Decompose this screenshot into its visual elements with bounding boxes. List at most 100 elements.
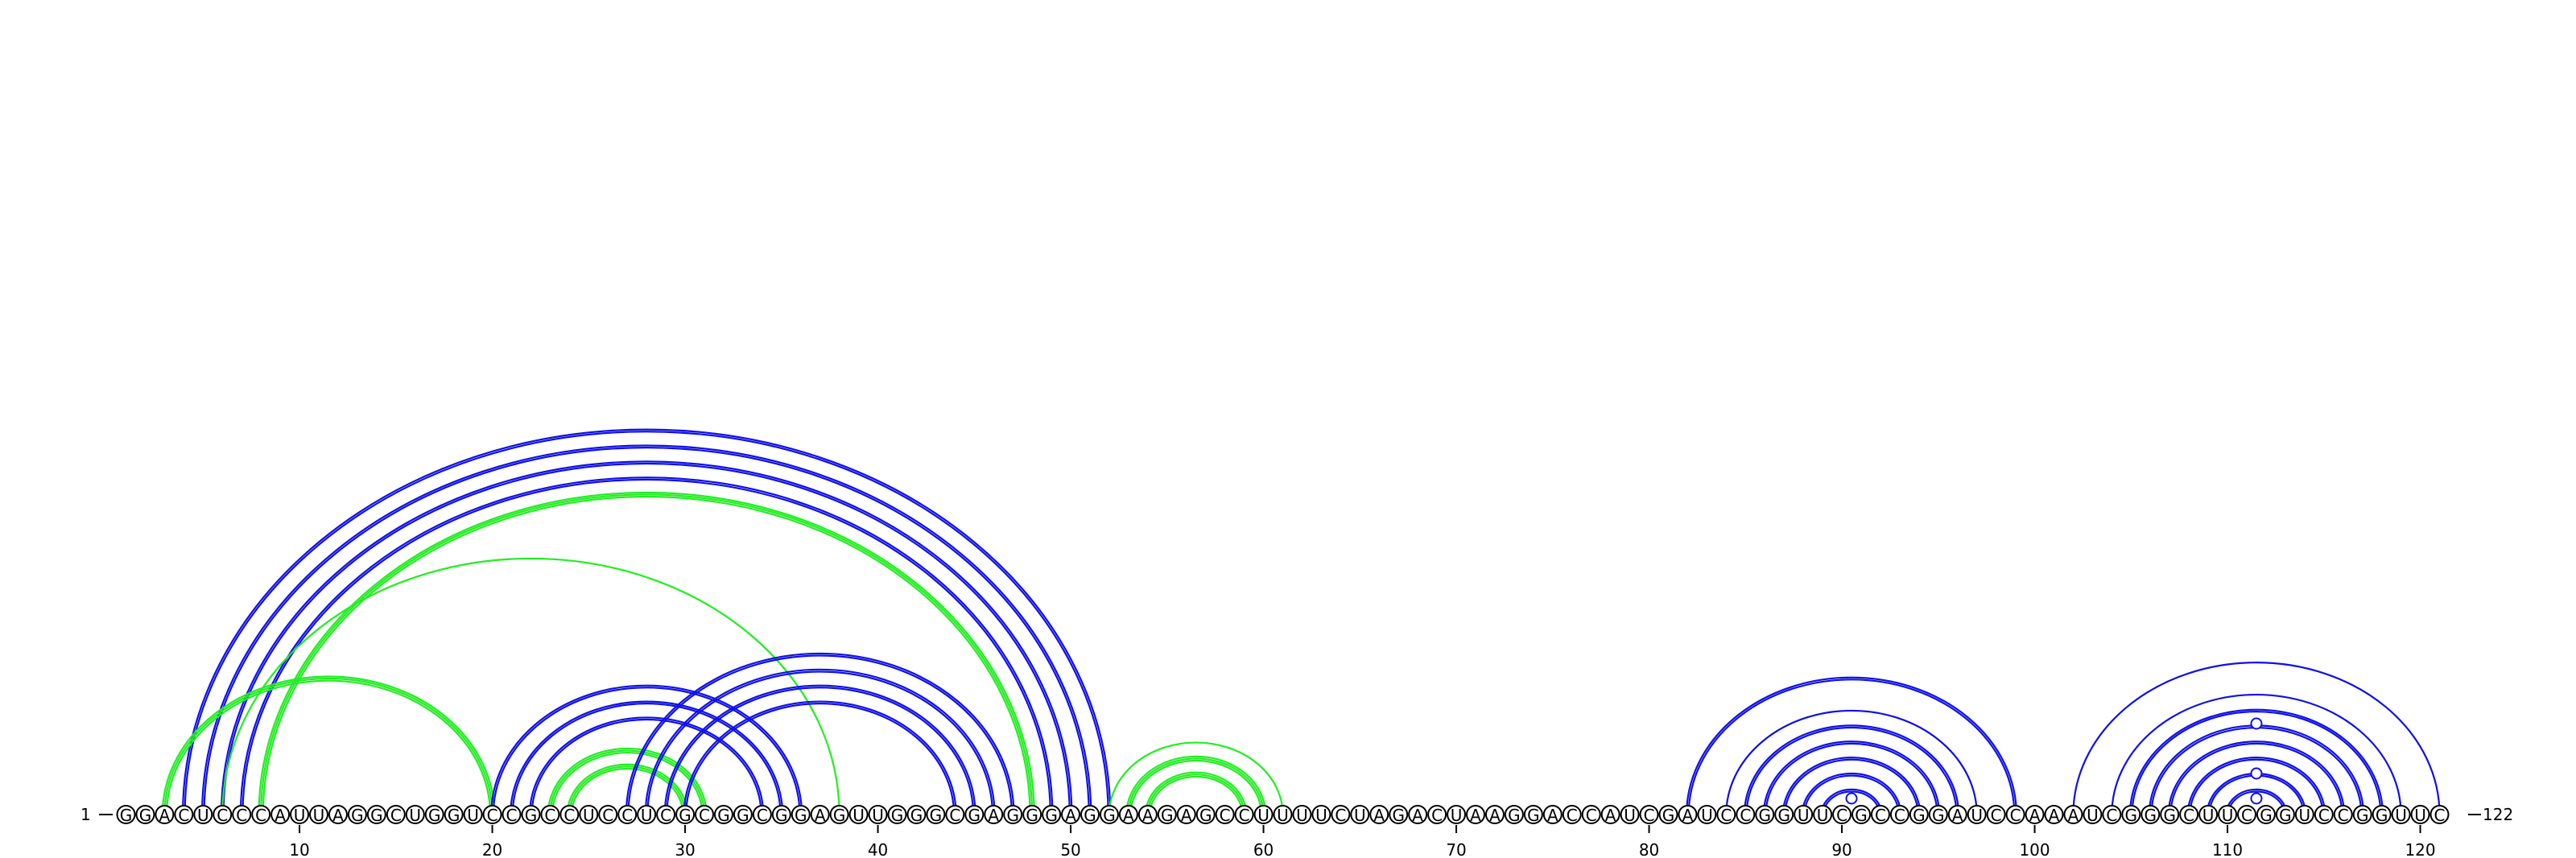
nucleotide-letter: C <box>1875 806 1886 825</box>
nucleotide-letter: U <box>2202 806 2215 825</box>
nucleotide-circle <box>1157 805 1177 824</box>
nucleotide-circle <box>617 805 638 824</box>
nucleotide: G <box>1909 805 1929 825</box>
nucleotide: C <box>1832 805 1852 825</box>
nucleotide: A <box>1137 805 1158 825</box>
nucleotide-circle <box>1427 805 1447 824</box>
nucleotide-circle <box>1639 805 1659 824</box>
nucleotide-letter: G <box>2279 806 2292 825</box>
nucleotide-circle <box>444 805 464 824</box>
nucleotide-circle <box>540 805 560 824</box>
nucleotide-letter: G <box>448 806 460 825</box>
nucleotide-circle <box>366 805 386 824</box>
nucleotide: U <box>309 805 328 825</box>
base-pair-arc <box>1687 679 2016 815</box>
base-pair-arc <box>644 668 996 815</box>
nucleotide: G <box>1852 805 1871 825</box>
base-pair-arc <box>163 677 493 815</box>
nucleotide: G <box>2140 805 2161 825</box>
nucleotide: G <box>1195 805 1216 825</box>
nucleotide-circle <box>521 805 541 824</box>
nucleotide: G <box>1755 805 1775 825</box>
nucleotide-letter: G <box>1913 806 1926 825</box>
nucleotide-circle <box>2102 805 2122 824</box>
base-pair-arc <box>566 763 688 815</box>
nucleotide-circle <box>1967 805 1987 824</box>
nucleotide: U <box>2218 805 2238 825</box>
nucleotide-letter: C <box>2434 806 2446 825</box>
nucleotide-circle <box>2140 805 2161 824</box>
nucleotide-circle <box>1716 805 1736 824</box>
nucleotide-letter: A <box>1489 806 1501 825</box>
nucleotide: C <box>251 805 271 825</box>
nucleotide: G <box>1157 805 1177 825</box>
nucleotide-letter: C <box>178 806 189 825</box>
nucleotide-circle <box>1389 805 1409 824</box>
nucleotide-letter: G <box>679 806 691 825</box>
nucleotide: C <box>1581 805 1601 825</box>
nucleotide-letter: C <box>506 806 518 825</box>
base-pair-arc <box>666 687 975 815</box>
nucleotide: U <box>290 805 310 825</box>
nucleotide: G <box>713 805 733 825</box>
tick-label: 60 <box>1253 840 1274 858</box>
base-pair-arc <box>2225 788 2288 815</box>
base-pair-arc <box>1820 788 1883 815</box>
nucleotide-letter: C <box>1239 806 1250 825</box>
nucleotide: A <box>2063 805 2083 825</box>
nucleotide-letter: C <box>2318 806 2330 825</box>
base-pair-arc <box>568 765 687 815</box>
base-pair-arc <box>262 496 1031 815</box>
nucleotide-letter: G <box>910 806 923 825</box>
nucleotide-letter: U <box>641 806 653 825</box>
base-pair-arc <box>529 716 765 815</box>
nucleotide: C <box>1215 805 1235 825</box>
base-pair-arc <box>2128 708 2384 815</box>
nucleotide-letter: C <box>2106 806 2117 825</box>
nucleotide: U <box>2198 805 2219 825</box>
base-pair-arc <box>510 700 784 815</box>
nucleotide: U <box>193 805 213 825</box>
nucleotide-circle <box>945 805 965 824</box>
nucleotide: G <box>1658 805 1678 825</box>
nucleotide-circle <box>1022 805 1042 824</box>
nucleotide: U <box>1292 805 1312 825</box>
nucleotide-circle <box>270 805 291 824</box>
nucleotide-letter: G <box>1084 806 1096 825</box>
nucleotide-circle <box>848 805 869 824</box>
nucleotide: G <box>2275 805 2295 825</box>
nucleotide-circle <box>752 805 772 824</box>
nucleotide-circle <box>656 805 676 824</box>
nucleotide: G <box>926 805 946 825</box>
nucleotide-circle <box>2198 805 2219 824</box>
nucleotide-letter: C <box>564 806 575 825</box>
nucleotide: G <box>771 805 791 825</box>
tick-label: 40 <box>868 840 888 858</box>
nucleotide-circle <box>502 805 522 824</box>
base-pair-arc <box>547 747 708 815</box>
nucleotide-letter: C <box>255 806 266 825</box>
nucleotide-circle <box>829 805 849 824</box>
base-pair-arc <box>1686 676 2017 815</box>
nucleotide-letter: C <box>1586 806 1597 825</box>
nucleotide-circle <box>1909 805 1929 824</box>
nucleotide-circle <box>2333 805 2353 824</box>
nucleotide-circle <box>2429 805 2450 824</box>
nucleotide-circle <box>1736 805 1756 824</box>
base-pair-arc <box>1127 757 1265 815</box>
base-pair-arc <box>663 684 976 815</box>
nucleotide-circle <box>232 805 252 824</box>
base-pair-arc <box>161 675 496 815</box>
end-position-label: 122 <box>2483 805 2513 824</box>
base-pair-arc <box>1765 742 1938 815</box>
nucleotide: G <box>1042 805 1062 825</box>
nucleotide-letter: G <box>1103 806 1116 825</box>
nucleotide-letter: U <box>197 806 209 825</box>
nucleotide-letter: C <box>390 806 402 825</box>
nucleotide-circle <box>1099 805 1119 824</box>
nucleotide-circle <box>2063 805 2083 824</box>
nucleotide-letter: C <box>660 806 671 825</box>
nucleotide-circle <box>2372 805 2392 824</box>
nucleotide-circle <box>579 805 599 824</box>
base-pair-arc <box>200 444 1092 815</box>
